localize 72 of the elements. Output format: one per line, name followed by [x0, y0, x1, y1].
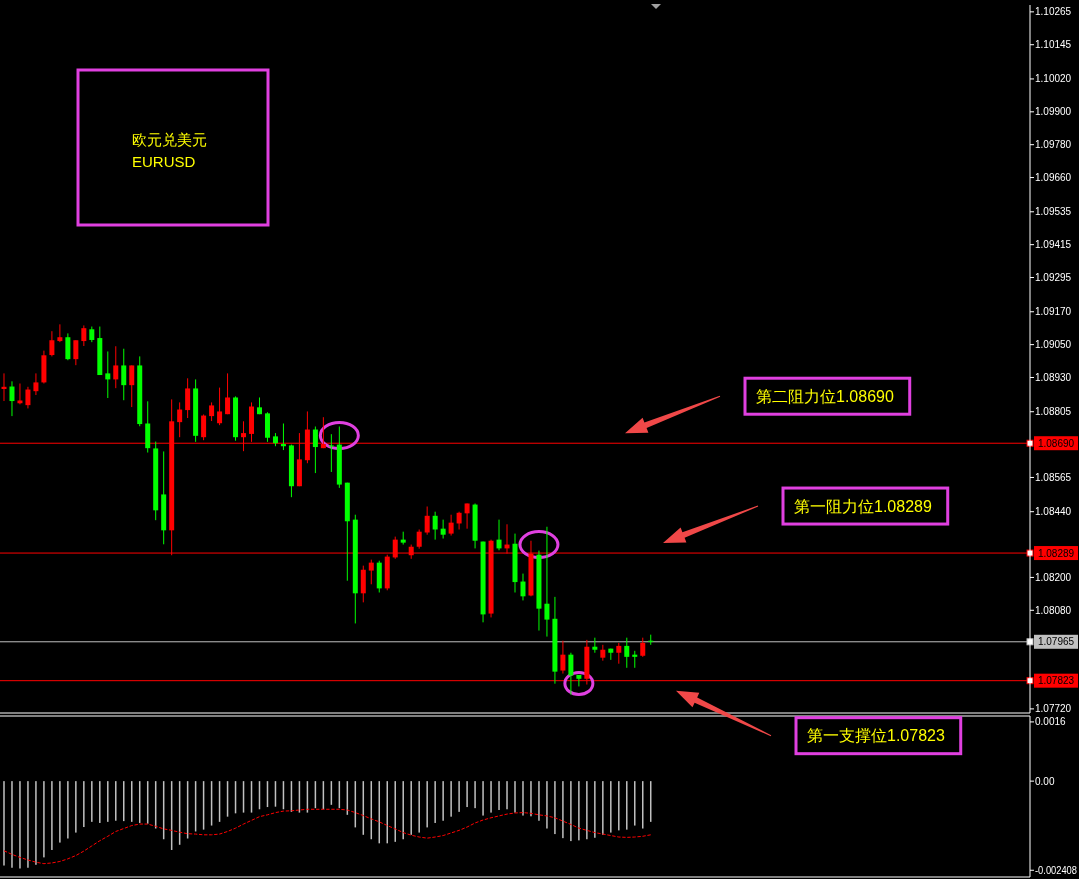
- candlestick: [560, 640, 566, 675]
- candlestick: [496, 519, 502, 551]
- candlestick: [432, 511, 438, 541]
- candlestick: [616, 642, 622, 665]
- candlestick: [33, 372, 39, 396]
- y-tick-label: 1.08440: [1035, 506, 1072, 518]
- candlestick: [65, 332, 71, 361]
- ref-line-label: 1.08690: [1037, 437, 1075, 449]
- candlestick: [280, 423, 286, 451]
- y-tick-label: 1.09780: [1035, 139, 1072, 151]
- candlestick: [121, 348, 127, 401]
- candlestick: [368, 559, 374, 585]
- candlestick: [49, 330, 55, 357]
- candlestick: [129, 364, 135, 408]
- candlestick: [1, 372, 7, 402]
- candlestick: [225, 372, 231, 415]
- candlestick: [328, 433, 334, 473]
- candlestick: [81, 324, 87, 347]
- y-tick-label: 0.0016: [1035, 716, 1067, 728]
- y-tick-label: 1.08080: [1035, 604, 1072, 616]
- y-tick-label: 1.09050: [1035, 339, 1072, 351]
- candlestick: [57, 323, 63, 343]
- y-tick-label: 0.00: [1035, 775, 1055, 787]
- y-tick-label: -0.002408: [1035, 864, 1079, 876]
- candlestick: [624, 637, 630, 669]
- candlestick: [201, 413, 207, 441]
- candlestick: [217, 387, 223, 426]
- candlestick: [209, 401, 215, 422]
- annotation: 第一阻力位1.08289: [794, 497, 932, 515]
- candlestick: [568, 652, 574, 696]
- ref-line-label: 1.07965: [1037, 636, 1075, 648]
- y-tick-label: 1.09415: [1035, 239, 1072, 251]
- annotation: 第二阻力位1.08690: [756, 387, 894, 405]
- candlestick: [73, 339, 79, 366]
- y-tick-label: 1.10145: [1035, 39, 1072, 51]
- candlestick: [464, 502, 470, 530]
- y-tick-label: 1.08200: [1035, 571, 1072, 583]
- candlestick: [9, 380, 15, 417]
- ref-line-label: 1.07823: [1037, 675, 1075, 687]
- ref-line-label: 1.08289: [1037, 547, 1075, 559]
- candlestick: [312, 426, 318, 474]
- candlestick: [360, 565, 366, 603]
- candlestick: [416, 529, 422, 550]
- y-tick-label: 1.09660: [1035, 172, 1072, 184]
- annotation: 第一支撑位1.07823: [807, 727, 945, 745]
- candlestick: [520, 573, 526, 601]
- candlestick: [25, 386, 31, 409]
- y-tick-label: 1.09295: [1035, 272, 1072, 284]
- text: EURUSD: [132, 153, 196, 170]
- candlestick: [648, 634, 654, 646]
- y-tick-label: 1.10265: [1035, 6, 1072, 18]
- candlestick: [424, 505, 430, 536]
- y-tick-label: 1.09900: [1035, 106, 1072, 118]
- y-tick-label: 1.07720: [1035, 703, 1072, 715]
- candlestick: [17, 383, 23, 405]
- candlestick: [544, 526, 550, 638]
- candlestick: [640, 637, 646, 658]
- y-tick-label: 1.09535: [1035, 206, 1072, 218]
- y-tick-label: 1.10020: [1035, 73, 1072, 85]
- y-tick-label: 1.08805: [1035, 406, 1072, 418]
- candlestick: [448, 514, 454, 537]
- candlestick: [113, 345, 119, 389]
- candlestick: [177, 401, 183, 438]
- candlestick: [576, 674, 582, 687]
- y-tick-label: 1.09170: [1035, 306, 1072, 318]
- candlestick: [440, 519, 446, 540]
- y-tick-label: 1.08930: [1035, 371, 1072, 383]
- candlestick: [185, 377, 191, 419]
- candlestick: [105, 350, 111, 399]
- line-series: [3, 808, 652, 865]
- y-tick-label: 1.08565: [1035, 471, 1072, 483]
- text: 欧元兑美元: [132, 131, 207, 148]
